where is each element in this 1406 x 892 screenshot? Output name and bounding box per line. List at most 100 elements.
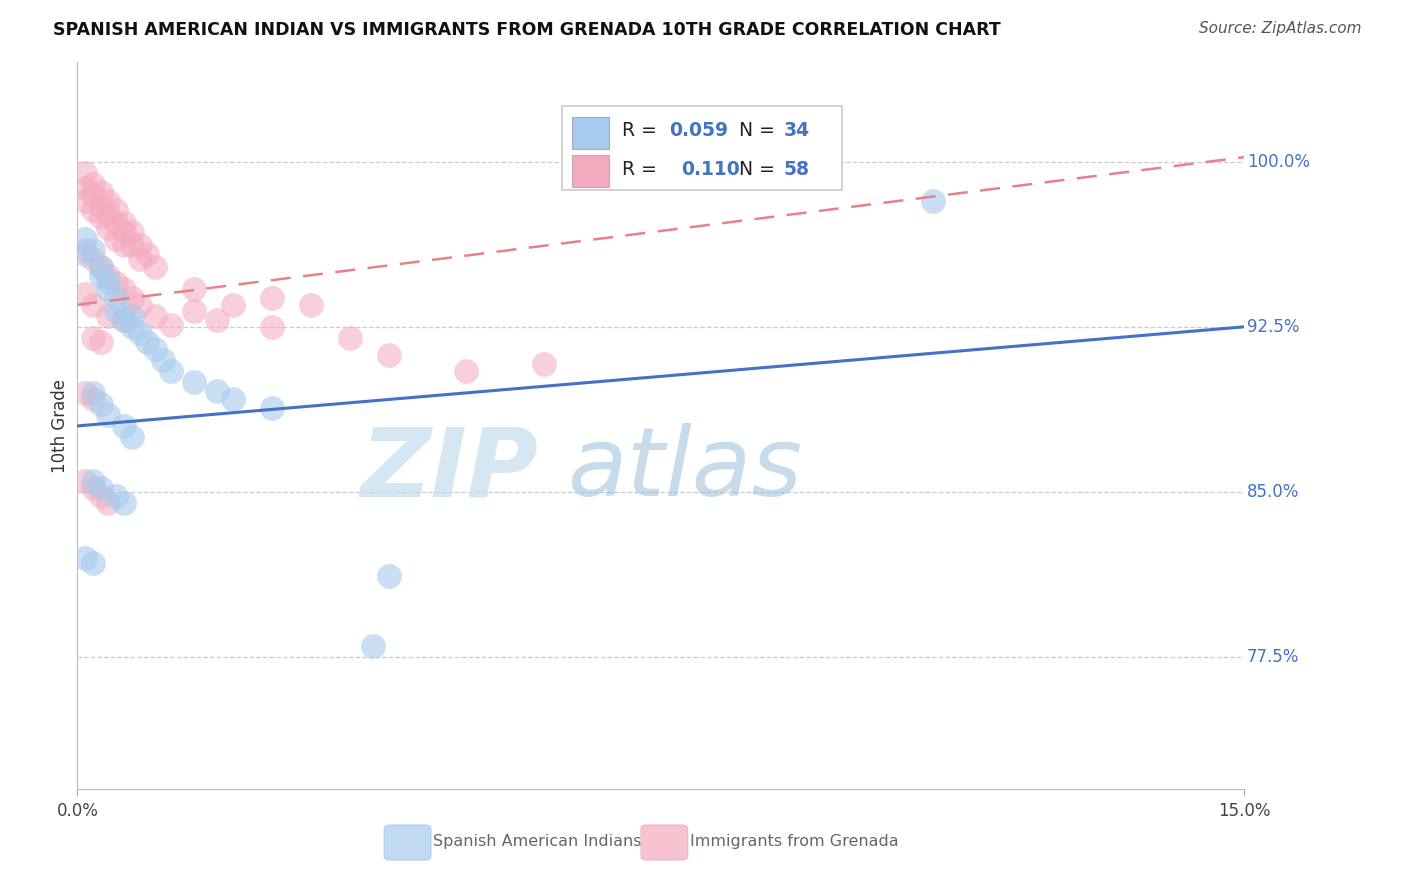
Text: 58: 58 <box>783 160 810 178</box>
Point <box>97 220 120 235</box>
Text: 34: 34 <box>783 121 810 140</box>
Text: 85.0%: 85.0% <box>1247 483 1299 501</box>
FancyBboxPatch shape <box>572 117 609 149</box>
Text: N =: N = <box>740 121 780 140</box>
Point <box>136 247 159 261</box>
Text: 92.5%: 92.5% <box>1247 318 1299 335</box>
Point <box>128 252 150 266</box>
Point <box>143 342 166 356</box>
Point <box>82 252 104 266</box>
Point <box>112 238 135 252</box>
Point <box>82 385 104 400</box>
Point <box>207 313 229 327</box>
Point <box>121 238 143 252</box>
Point <box>222 298 245 312</box>
Point <box>299 298 322 312</box>
Point <box>90 397 112 411</box>
Text: 0.110: 0.110 <box>681 160 740 178</box>
Point <box>377 348 399 362</box>
Point <box>112 282 135 296</box>
Point <box>97 282 120 296</box>
Point <box>90 269 112 284</box>
Point <box>112 216 135 230</box>
Point <box>82 331 104 345</box>
Point <box>82 481 104 495</box>
Point <box>90 186 112 200</box>
Point <box>105 232 128 246</box>
Point <box>97 194 120 209</box>
Point <box>183 375 205 389</box>
Text: atlas: atlas <box>568 423 803 516</box>
Point <box>82 187 104 202</box>
Text: R =: R = <box>623 160 669 178</box>
Point <box>82 202 104 217</box>
Point <box>75 243 97 257</box>
Point <box>121 225 143 239</box>
Point <box>82 177 104 191</box>
Point <box>143 309 166 323</box>
Point <box>105 202 128 217</box>
Point <box>75 385 97 400</box>
Point <box>128 238 150 252</box>
Point <box>75 181 97 195</box>
Point <box>90 210 112 224</box>
Point <box>159 318 181 332</box>
Point <box>121 291 143 305</box>
Point <box>75 286 97 301</box>
Point <box>105 490 128 504</box>
Point <box>75 551 97 566</box>
Point <box>75 474 97 488</box>
Point <box>90 260 112 275</box>
Point <box>82 243 104 257</box>
Point <box>97 207 120 221</box>
Point <box>112 419 135 434</box>
Point <box>82 556 104 570</box>
Point <box>112 313 135 327</box>
Point <box>456 364 478 378</box>
Point <box>105 276 128 290</box>
Point <box>112 313 135 327</box>
Point <box>128 298 150 312</box>
Text: R =: R = <box>623 121 664 140</box>
Point <box>90 335 112 350</box>
FancyBboxPatch shape <box>572 155 609 187</box>
Point <box>75 247 97 261</box>
Point <box>82 392 104 407</box>
Text: N =: N = <box>740 160 780 178</box>
Point <box>112 225 135 239</box>
Point <box>207 384 229 398</box>
Point <box>90 260 112 275</box>
Point <box>128 326 150 341</box>
Text: Immigrants from Grenada: Immigrants from Grenada <box>690 834 898 849</box>
Point <box>105 216 128 230</box>
Point <box>82 298 104 312</box>
Point <box>75 165 97 179</box>
Point <box>90 481 112 495</box>
Point <box>97 309 120 323</box>
Text: ZIP: ZIP <box>360 423 538 516</box>
Point <box>105 304 128 318</box>
Point <box>97 496 120 510</box>
Y-axis label: 10th Grade: 10th Grade <box>51 379 69 473</box>
Point <box>136 335 159 350</box>
FancyBboxPatch shape <box>561 106 842 190</box>
FancyBboxPatch shape <box>384 825 430 860</box>
FancyBboxPatch shape <box>641 825 688 860</box>
Point <box>75 232 97 246</box>
Text: Source: ZipAtlas.com: Source: ZipAtlas.com <box>1198 21 1361 37</box>
Point <box>82 474 104 488</box>
Point <box>121 430 143 444</box>
Point <box>260 319 283 334</box>
Point <box>105 291 128 305</box>
Point <box>97 408 120 422</box>
Point <box>152 352 174 367</box>
Text: 0.059: 0.059 <box>669 121 728 140</box>
Point <box>121 319 143 334</box>
Point <box>533 357 555 371</box>
Point <box>339 331 361 345</box>
Point <box>361 639 384 653</box>
Point <box>143 260 166 275</box>
Point <box>260 401 283 416</box>
Point <box>183 304 205 318</box>
Point <box>90 199 112 213</box>
